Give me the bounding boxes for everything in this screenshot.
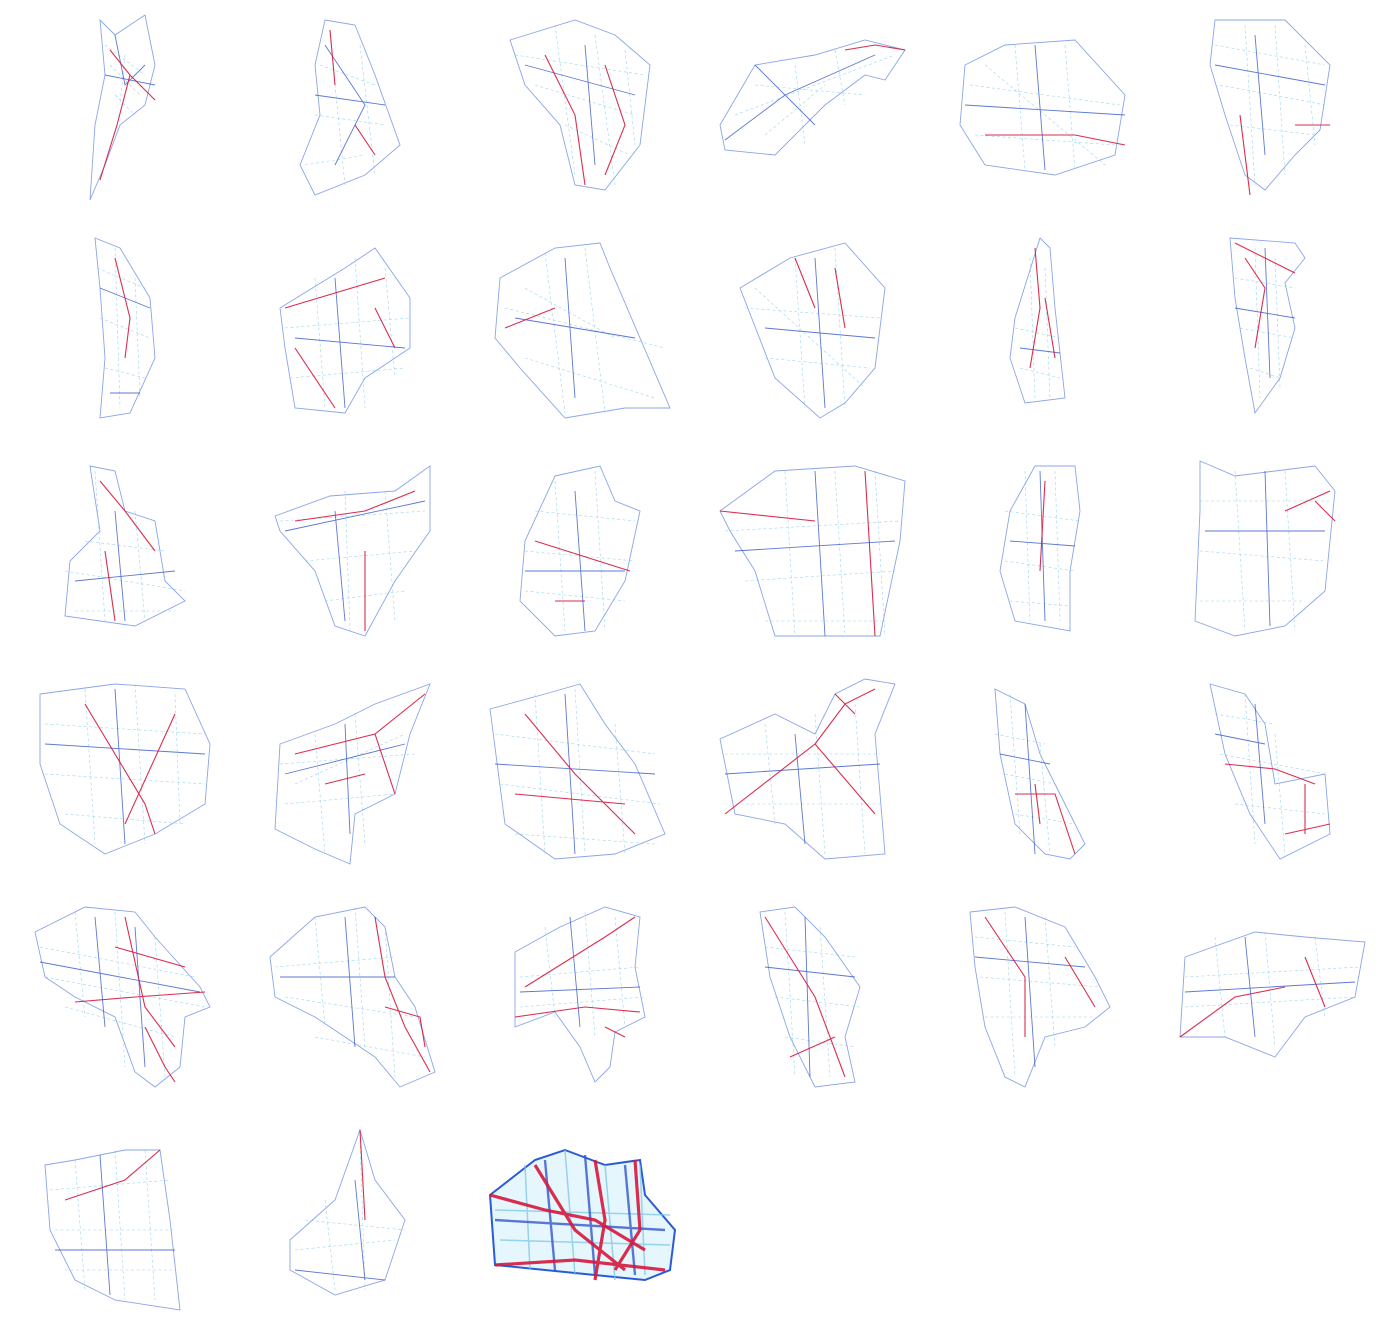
borough-map-panel bbox=[695, 228, 925, 451]
borough-map-panel bbox=[695, 451, 925, 674]
borough-map-panel bbox=[1155, 5, 1381, 228]
borough-map-panel bbox=[235, 674, 465, 897]
borough-map-panel bbox=[925, 5, 1155, 228]
borough-map-panel bbox=[5, 674, 235, 897]
borough-map-panel bbox=[235, 228, 465, 451]
borough-map-panel bbox=[925, 228, 1155, 451]
borough-map-panel bbox=[925, 674, 1155, 897]
borough-map-panel bbox=[465, 5, 695, 228]
borough-map-panel bbox=[465, 228, 695, 451]
borough-map-panel bbox=[925, 451, 1155, 674]
borough-map-panel bbox=[235, 5, 465, 228]
borough-map-panel bbox=[925, 897, 1155, 1120]
borough-map-panel bbox=[465, 451, 695, 674]
borough-map-panel bbox=[235, 1120, 465, 1343]
borough-map-panel bbox=[235, 897, 465, 1120]
borough-map-panel bbox=[465, 674, 695, 897]
borough-map-panel bbox=[695, 897, 925, 1120]
borough-map-panel bbox=[5, 5, 235, 228]
borough-map-panel bbox=[5, 228, 235, 451]
borough-map-panel bbox=[1155, 674, 1381, 897]
borough-map-panel bbox=[1155, 897, 1381, 1120]
borough-map-panel bbox=[5, 1120, 235, 1343]
borough-map-panel bbox=[695, 674, 925, 897]
borough-map-panel bbox=[1155, 451, 1381, 674]
borough-map-panel bbox=[695, 5, 925, 228]
borough-map-panel bbox=[465, 1120, 695, 1343]
borough-map-panel bbox=[5, 451, 235, 674]
borough-map-panel bbox=[5, 897, 235, 1120]
borough-map-panel bbox=[235, 451, 465, 674]
borough-map-panel bbox=[465, 897, 695, 1120]
borough-map-panel bbox=[1155, 228, 1381, 451]
